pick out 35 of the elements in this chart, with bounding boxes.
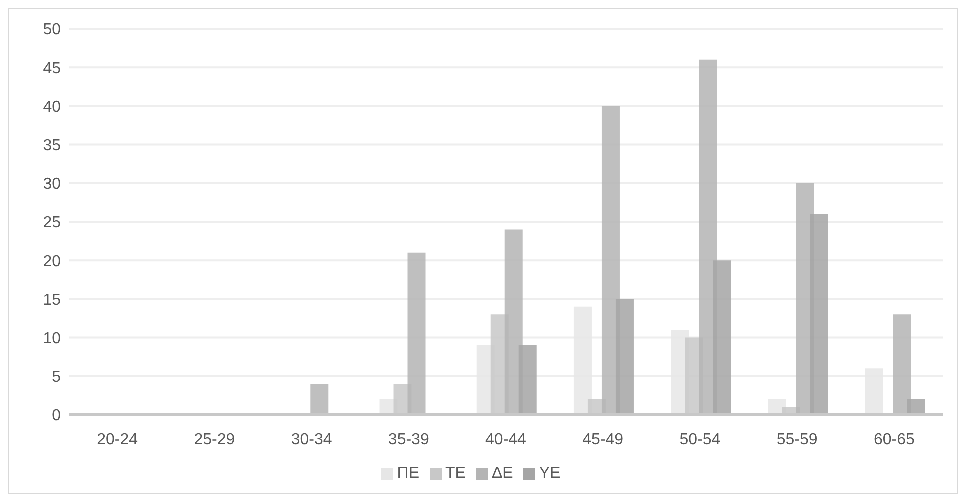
y-tick-label: 45: [43, 60, 62, 78]
x-tick-label: 50-54: [680, 431, 721, 448]
legend-label: ΔΕ: [492, 465, 514, 482]
y-tick-label: 35: [43, 137, 62, 154]
legend-label: ΤΕ: [446, 465, 466, 482]
y-tick-label: 50: [43, 22, 62, 39]
x-tick-label: 60-65: [874, 431, 916, 448]
bar: [713, 260, 732, 415]
y-tick-label: 5: [52, 369, 62, 386]
x-tick-label: 55-59: [776, 431, 818, 448]
y-tick-label: 15: [43, 292, 62, 309]
bar: [504, 230, 523, 415]
y-tick-label: 10: [43, 330, 62, 348]
bar: [893, 314, 912, 415]
x-tick-label: 35-39: [388, 431, 430, 448]
bar: [810, 214, 828, 415]
bar: [907, 400, 926, 415]
x-tick-label: 30-34: [291, 431, 332, 448]
legend-label: ΠΕ: [397, 465, 420, 482]
bar: [616, 299, 634, 415]
bar: [602, 106, 620, 415]
y-tick-label: 20: [43, 253, 62, 270]
bar: [699, 60, 718, 415]
x-tick-label: 45-49: [582, 431, 624, 448]
bar: [518, 346, 537, 415]
bar: [408, 252, 426, 415]
x-tick-label: 25-29: [194, 431, 236, 448]
y-tick-label: 0: [52, 408, 62, 425]
y-tick-label: 25: [43, 214, 62, 232]
y-tick-label: 30: [43, 176, 62, 194]
x-tick-label: 20-24: [97, 431, 138, 448]
y-tick-label: 40: [43, 98, 62, 116]
legend-label: ΥΕ: [539, 465, 561, 482]
bar: [310, 384, 329, 415]
x-tick-label: 40-44: [486, 431, 527, 448]
